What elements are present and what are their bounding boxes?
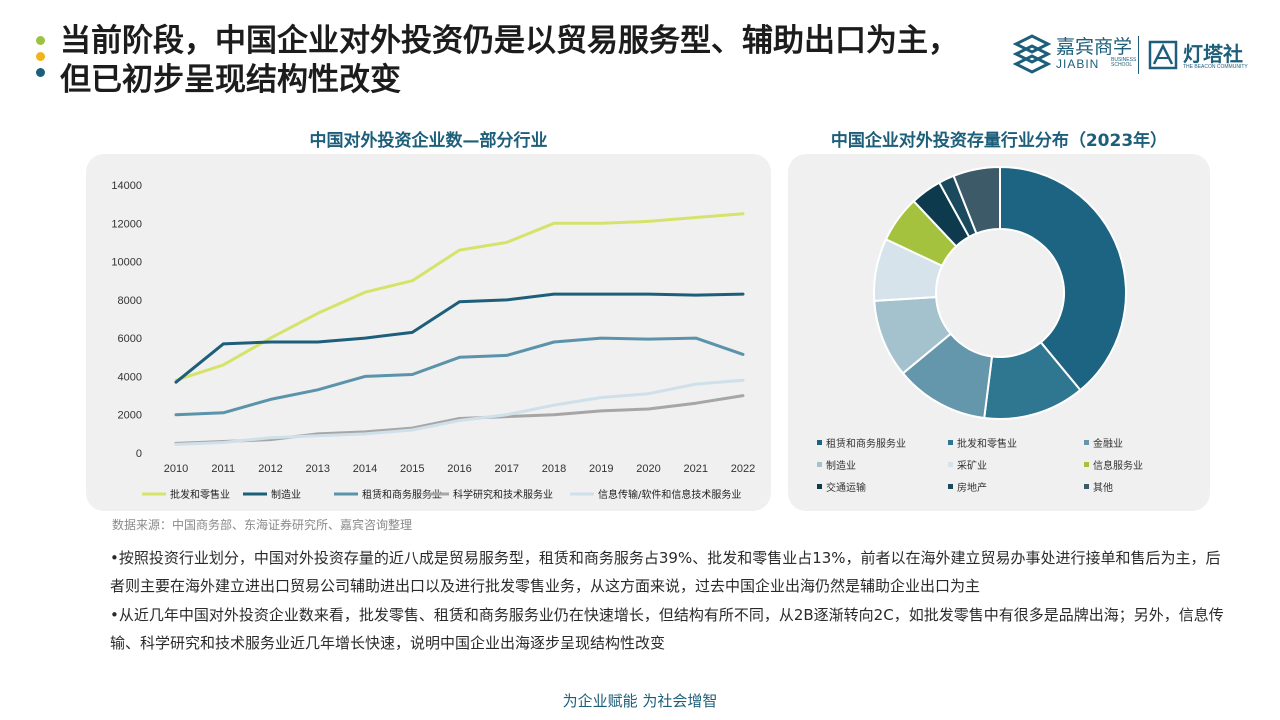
donut-chart [873,165,1127,420]
legend-label: 租赁和商务服务业 [362,488,442,501]
title-bullet-dots [36,36,48,84]
legend-item: 批发和零售业 [142,488,230,501]
logo-divider [1138,36,1139,74]
y-tick-label: 2000 [118,410,142,422]
legend-label: 信息服务业 [1093,461,1143,472]
legend-label: 批发和零售业 [170,488,230,501]
donut-slice-8 [952,165,1001,235]
x-tick-label: 2014 [353,463,377,475]
series-line-3 [174,394,745,445]
legend-label: 制造业 [826,461,856,472]
beacon-brand-en: THE BEACON COMMUNITY [1183,64,1248,70]
paragraph-2: •从近几年中国对外投资企业数来看，批发零售、租赁和商务服务业仍在快速增长，但结构… [110,606,1224,652]
legend-item: 租赁和商务服务业 [334,488,442,501]
jiabin-logo-icon [1012,34,1052,74]
legend-item: 制造业 [817,457,856,472]
legend-swatch [1084,484,1089,489]
legend-label: 交通运输 [826,483,866,494]
y-tick-label: 4000 [118,371,142,383]
y-tick-label: 12000 [111,218,142,230]
legend-item: 信息传输/软件和信息技术服务业 [570,488,741,501]
y-tick-label: 8000 [118,295,142,307]
y-tick-label: 10000 [111,257,142,269]
page-title-line1: 当前阶段，中国企业对外投资仍是以贸易服务型、辅助出口为主， [60,23,959,59]
bullet-dot-blue [36,68,45,77]
legend-label: 科学研究和技术服务业 [453,488,553,501]
series-line-0 [174,212,745,382]
legend-label: 租赁和商务服务业 [826,439,906,450]
legend-label: 采矿业 [957,461,987,472]
legend-label: 批发和零售业 [957,439,1017,450]
x-tick-label: 2018 [542,463,566,475]
donut-legend: 租赁和商务服务业 批发和零售业 金融业制造业 采矿业 信息服务业交通运输 房地产 其他 [788,154,1210,511]
donut-chart-panel: 租赁和商务服务业 批发和零售业 金融业制造业 采矿业 信息服务业交通运输 房地产 其他 [788,154,1210,511]
x-tick-label: 2022 [731,463,755,475]
x-tick-label: 2020 [636,463,660,475]
series-line-1 [174,292,745,384]
legend-label: 制造业 [271,488,301,501]
beacon-logo-icon [1148,40,1178,70]
legend-item: 其他 [1084,479,1113,494]
line-chart-panel: 0 2000 4000 6000 8000 10000 12000 14000 2010 2011… [86,154,771,511]
legend-swatch [948,440,953,445]
legend-swatch [817,462,822,467]
logo-group: 嘉宾商学 JIABIN BUSINESS SCHOOL 灯塔社 THE BEAC… [1008,30,1258,78]
donut-slice-0 [999,165,1127,392]
legend-item: 采矿业 [948,457,987,472]
legend-item: 制造业 [243,488,301,501]
legend-label: 信息传输/软件和信息技术服务业 [598,488,741,501]
legend-item: 金融业 [1084,435,1123,450]
legend-item: 交通运输 [817,479,866,494]
x-tick-label: 2013 [306,463,330,475]
line-chart-title: 中国对外投资企业数—部分行业 [309,131,548,151]
bullet-dot-yellow [36,52,45,61]
page-title: 当前阶段，中国企业对外投资仍是以贸易服务型、辅助出口为主， 但已初步呈现结构性改… [60,22,990,100]
jiabin-brand-tiny: BUSINESS SCHOOL [1111,57,1137,68]
bullet-dot-green [36,36,45,45]
x-tick-label: 2016 [447,463,471,475]
footer-slogan: 为企业赋能 为社会增智 [562,692,718,710]
source-note: 数据来源：中国商务部、东海证券研究所、嘉宾咨询整理 [112,518,413,532]
jiabin-brand-cn: 嘉宾商学 [1056,36,1133,58]
series-line-2 [174,336,745,417]
paragraph-1: •按照投资行业划分，中国对外投资存量的近八成是贸易服务型，租赁和商务服务占39%… [110,549,1221,595]
line-chart: 0 2000 4000 6000 8000 10000 12000 14000 2010 2011… [111,180,755,501]
legend-item: 信息服务业 [1084,457,1143,472]
legend-swatch [817,484,822,489]
legend-label: 房地产 [957,483,987,494]
x-tick-label: 2021 [684,463,708,475]
legend-item: 科学研究和技术服务业 [425,488,553,501]
y-tick-label: 6000 [118,333,142,345]
legend-item: 批发和零售业 [948,435,1017,450]
legend-swatch [948,484,953,489]
x-tick-label: 2017 [495,463,519,475]
jiabin-brand-en: JIABIN [1056,57,1100,71]
legend-swatch [1084,462,1089,467]
series-line-4 [174,378,745,446]
donut-chart-title: 中国企业对外投资存量行业分布（2023年） [830,131,1168,151]
legend-label: 其他 [1093,483,1113,494]
y-tick-label: 14000 [111,180,142,192]
y-tick-label: 0 [136,448,142,460]
legend-swatch [817,440,822,445]
legend-swatch [948,462,953,467]
legend-item: 房地产 [948,479,987,494]
beacon-brand-cn: 灯塔社 [1183,42,1243,66]
x-tick-label: 2019 [589,463,613,475]
page-title-line2: 但已初步呈现结构性改变 [60,62,401,98]
x-tick-label: 2011 [211,463,235,475]
legend-item: 租赁和商务服务业 [817,435,906,450]
x-tick-label: 2012 [258,463,282,475]
legend-label: 金融业 [1093,439,1123,450]
x-tick-label: 2010 [164,463,188,475]
x-tick-label: 2015 [400,463,424,475]
legend-swatch [1084,440,1089,445]
